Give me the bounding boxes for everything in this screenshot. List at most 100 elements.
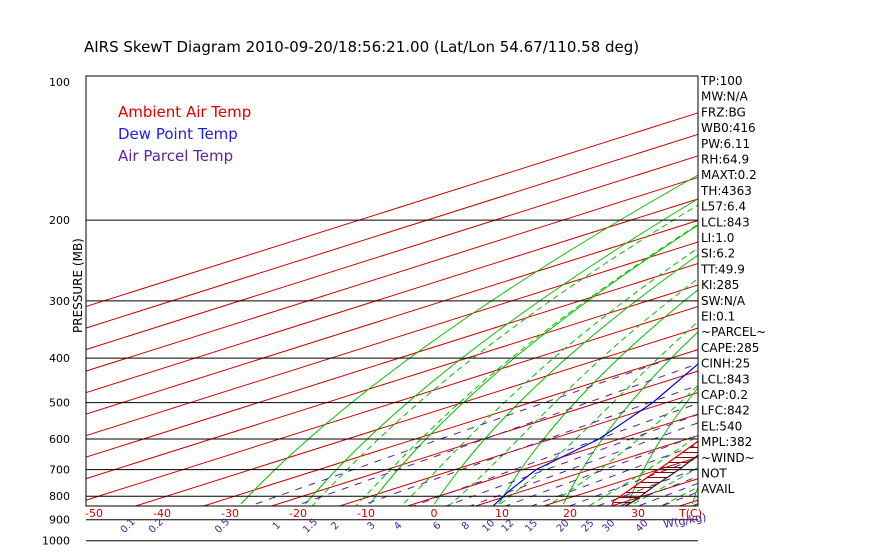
mixing-ratio-line (411, 402, 698, 506)
index-entry: MAXT:0.2 (701, 168, 757, 182)
pressure-tick-label: 700 (49, 464, 70, 477)
isotherm-line (339, 392, 698, 506)
moist-adiabat-line (447, 278, 698, 506)
air-parcel-temp-line (624, 454, 698, 506)
index-entry: CAPE:285 (701, 341, 759, 355)
pressure-tick-label: 500 (49, 397, 70, 410)
dry-adiabat-line (562, 331, 698, 505)
pressure-tick-label: 300 (49, 295, 70, 308)
mixing-ratio-tick-label: 8 (460, 520, 472, 532)
index-entry: RH:64.9 (701, 153, 749, 167)
index-entry: KI:285 (701, 278, 739, 292)
index-entry: TT:49.9 (700, 262, 745, 276)
legend-item: Dew Point Temp (118, 125, 238, 143)
isotherm-line (271, 370, 698, 506)
index-entry: ~WIND~ (701, 451, 755, 465)
mixing-ratio-line (568, 457, 698, 506)
chart-title: AIRS SkewT Diagram 2010-09-20/18:56:21.0… (84, 38, 639, 56)
index-entry: LCL:843 (701, 372, 750, 386)
index-entry: EL:540 (701, 419, 742, 433)
bottom-temp-tick-label: -20 (289, 507, 307, 520)
sounding-series (492, 363, 698, 506)
isotherm-line (86, 241, 698, 437)
isotherm-line (86, 176, 698, 372)
mixing-ratio-tick-label: 40 (634, 518, 651, 535)
index-entry: AVAIL (701, 482, 735, 496)
legend-item: Air Parcel Temp (118, 147, 233, 165)
isobars (86, 219, 698, 542)
pressure-tick-label: 800 (49, 490, 70, 503)
isotherm-line (816, 76, 870, 506)
isotherm-line (86, 284, 698, 480)
isotherm-line (86, 262, 698, 458)
mixing-ratio-tick-label: 15 (523, 518, 540, 535)
moist-adiabat-line (546, 384, 698, 506)
isotherm-line (86, 219, 698, 415)
bottom-temp-tick-label: -30 (221, 507, 239, 520)
isotherm-line (86, 155, 698, 351)
moist-adiabat-line (400, 247, 698, 506)
mixing-ratio-line (248, 357, 672, 506)
dew-point-temp-line (492, 363, 698, 506)
legend-item: Ambient Air Temp (118, 103, 251, 121)
mixing-ratio-axis-label: W(g/kg) (662, 511, 707, 531)
index-entry: MW:N/A (701, 90, 749, 104)
bottom-temp-tick-label: -10 (357, 507, 375, 520)
pressure-tick-label: 400 (49, 352, 70, 365)
dry-adiabat-line (757, 76, 870, 504)
mixing-ratio-tick-label: 2 (329, 520, 341, 532)
pressure-tick-label: 100 (49, 76, 70, 89)
index-entry: NOT (701, 467, 727, 481)
dry-adiabat-line (627, 387, 698, 505)
isotherm-line (86, 305, 698, 501)
mixing-ratio-line (468, 422, 698, 506)
index-entry: SW:N/A (701, 294, 746, 308)
bottom-temp-tick-label: -40 (153, 507, 171, 520)
bottom-temp-tick-label: 10 (495, 507, 509, 520)
mixing-ratio-line (504, 434, 698, 506)
plot-frame (85, 75, 699, 507)
pressure-tick-label: 200 (49, 214, 70, 227)
index-entry: EI:0.1 (701, 310, 735, 324)
mixing-ratio-tick-label: 4 (392, 520, 404, 532)
isotherm-line (135, 327, 698, 506)
isotherm-line (407, 413, 698, 506)
pressure-tick-label: 600 (49, 433, 70, 446)
dry-adiabat-line (305, 198, 698, 505)
index-entry: L57:6.4 (701, 200, 746, 214)
x-axis-label: T(C) (678, 507, 702, 520)
pressure-tick-label: 900 (49, 514, 70, 527)
index-entry: CINH:25 (701, 357, 750, 371)
isotherm-line (203, 349, 698, 506)
isotherm-line (748, 76, 870, 506)
isotherm-line (86, 198, 698, 394)
mixing-ratio-tick-label: 6 (431, 520, 443, 532)
ambient-air-temp-line (611, 440, 698, 506)
mixing-ratio-tick-label: 25 (580, 518, 597, 535)
pressure-tick-label: 1000 (42, 535, 70, 548)
index-entry: WB0:416 (701, 121, 756, 135)
mixing-ratio-tick-label: 1 (271, 520, 283, 532)
index-entry: TH:4363 (700, 184, 752, 198)
moist-adiabat-line (656, 72, 870, 551)
indices-panel: TP:100MW:N/AFRZ:BGWB0:416PW:6.11RH:64.9M… (700, 74, 766, 496)
mixing-ratio-tick-label: 3 (365, 520, 377, 532)
index-entry: LFC:842 (701, 404, 750, 418)
index-entry: MPL:382 (701, 435, 752, 449)
isotherm-line (86, 133, 698, 329)
index-entry: SI:6.2 (701, 247, 735, 261)
isotherm-line (475, 435, 698, 506)
index-entry: TP:100 (700, 74, 743, 88)
bottom-temp-tick-label: -50 (85, 507, 103, 520)
mixing-ratio-tick-label: 20 (555, 518, 572, 535)
moist-adiabat-line (587, 434, 698, 506)
index-entry: LCL:843 (701, 215, 750, 229)
mixing-ratio-tick-label: 12 (500, 518, 517, 535)
index-entry: LI:1.0 (701, 231, 734, 245)
index-entry: CAP:0.2 (701, 388, 748, 402)
index-entry: PW:6.11 (701, 137, 750, 151)
moist-adiabat-line (496, 320, 698, 506)
mixing-ratio-tick-label: 10 (480, 518, 497, 535)
bottom-temp-tick-label: 30 (631, 507, 645, 520)
